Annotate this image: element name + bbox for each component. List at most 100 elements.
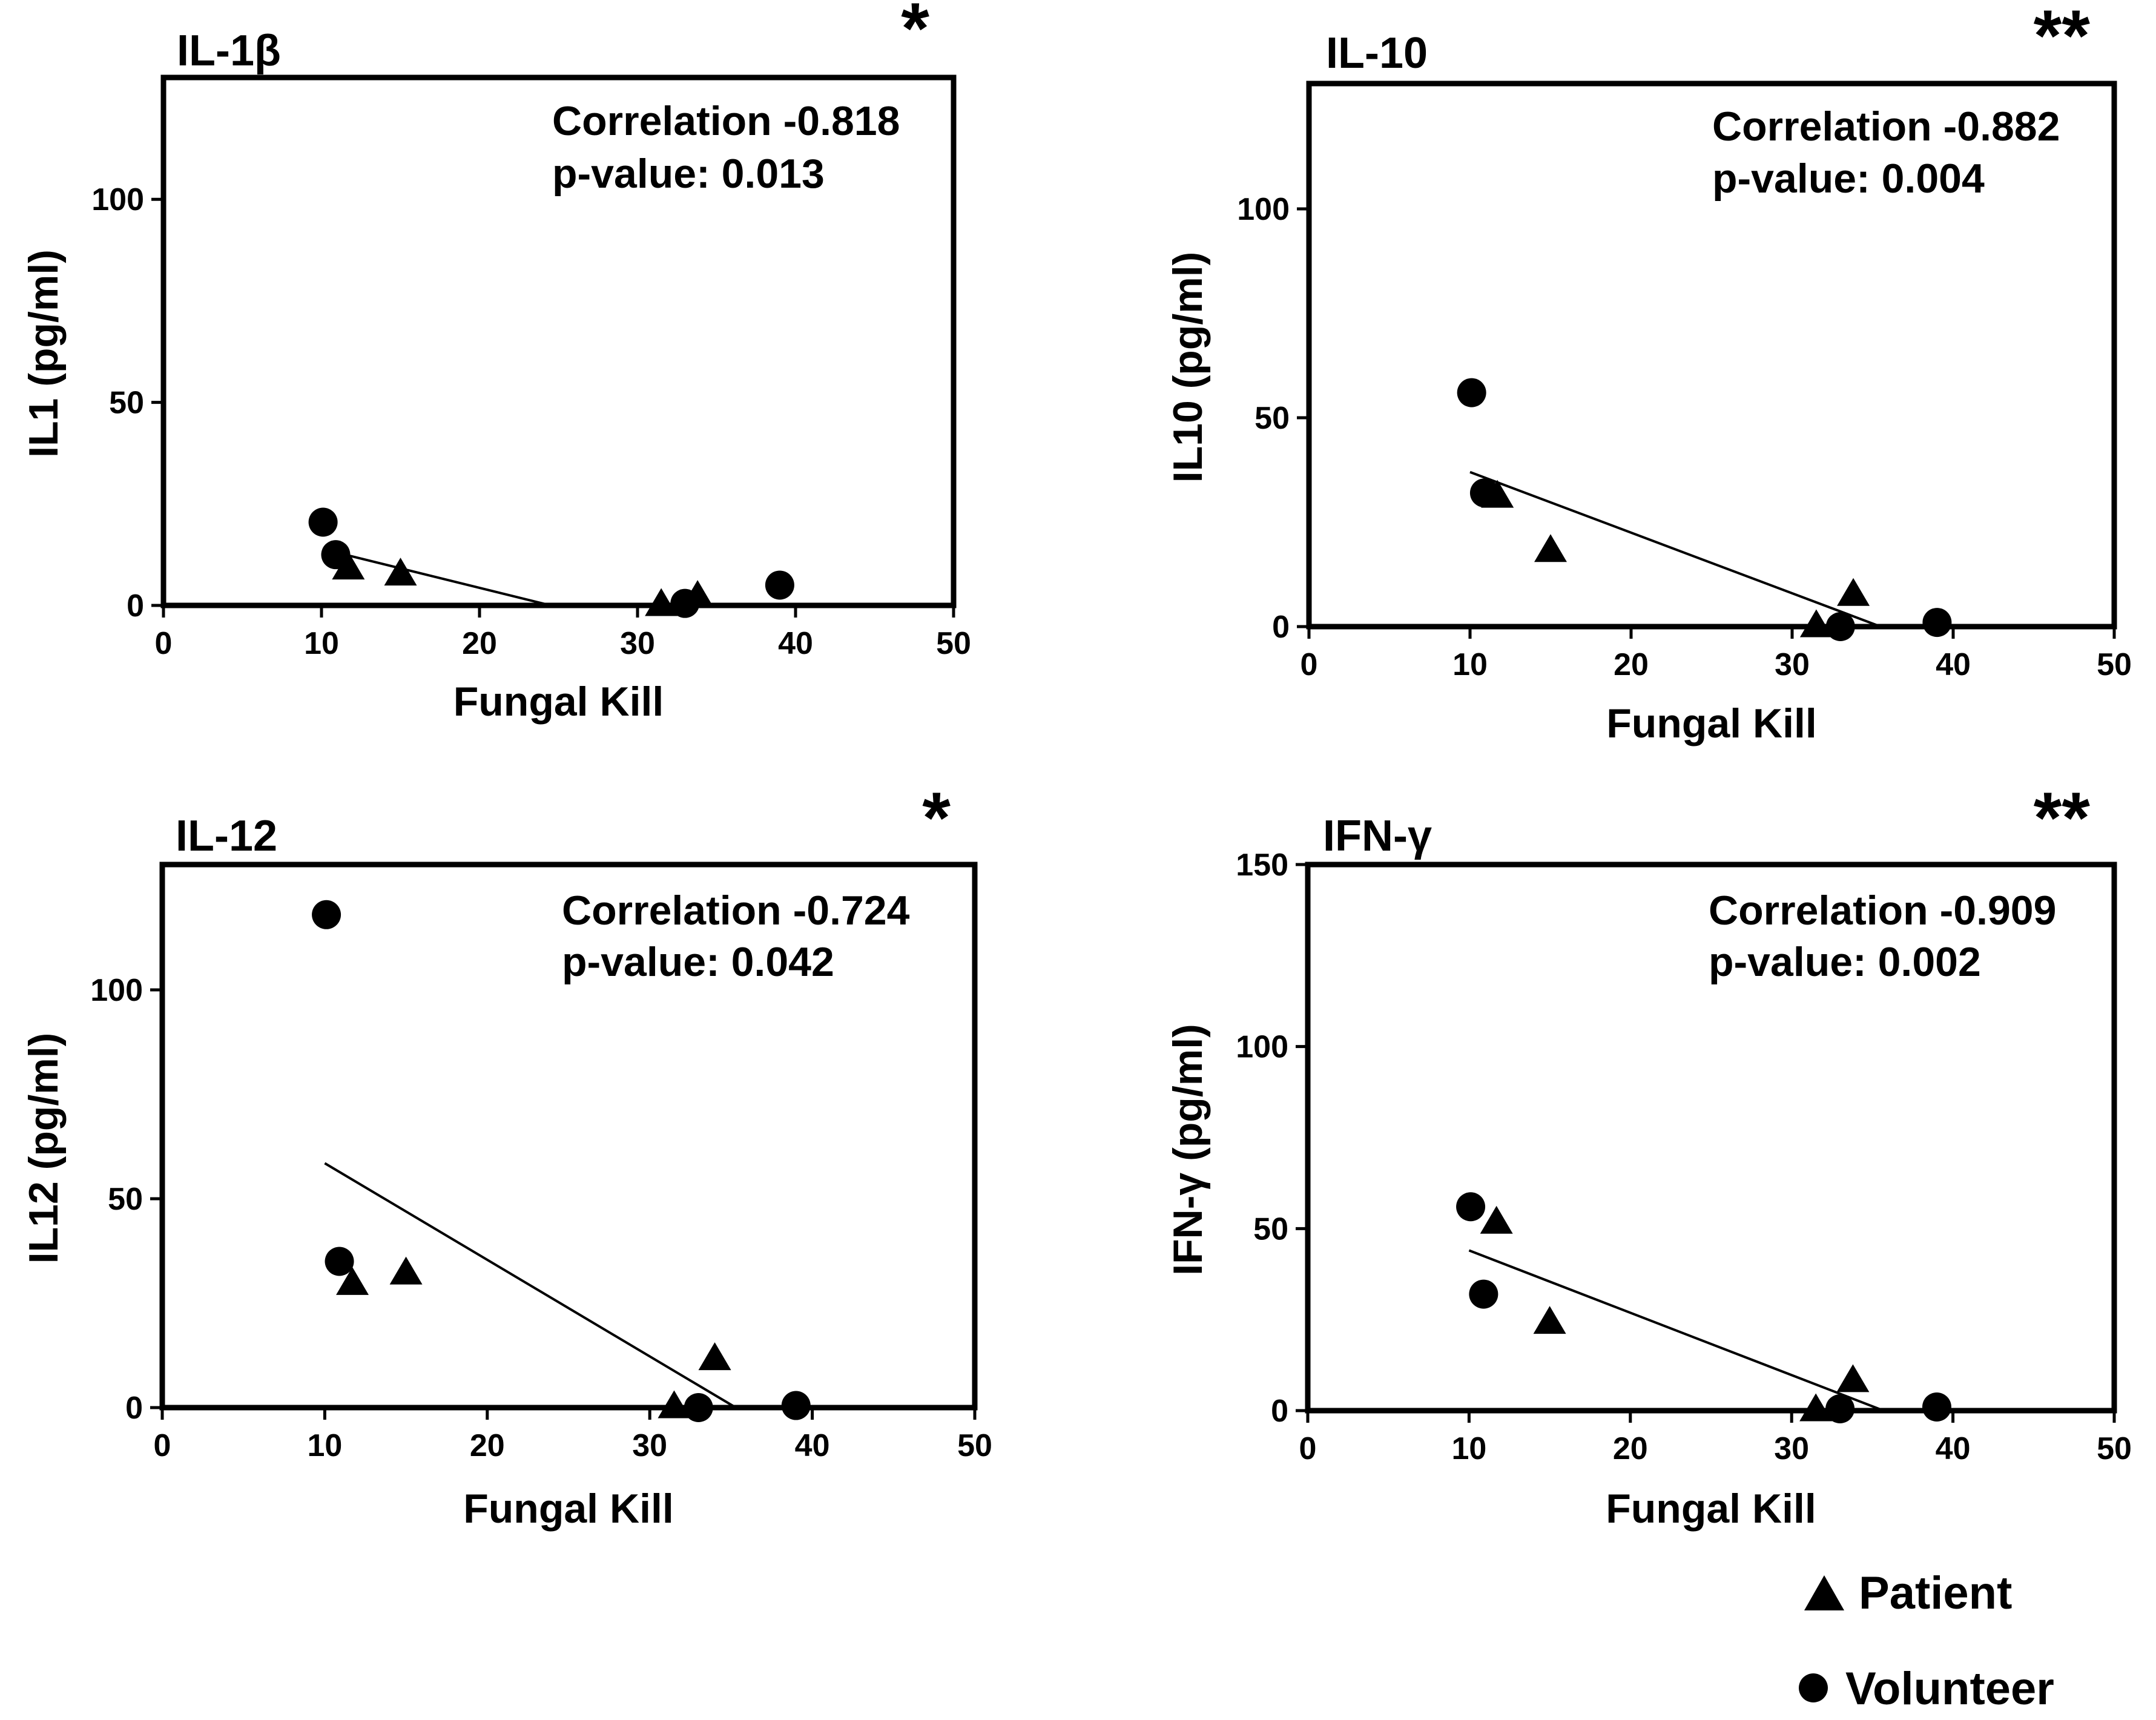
panel-il12: 0 10 20 30 40 50 0 50 100 Fungal Kill IL12 (pg/ml)…	[21, 777, 992, 1532]
chart1-x-tick-label-2: 20	[462, 626, 497, 661]
chart1-correlation-label: Correlation -0.818	[552, 98, 900, 144]
chart4-patient-point-1	[1533, 1306, 1566, 1334]
panel-il1b: 0 10 20 30 40 50 0 50 100 Fungal Kill IL1 (pg/ml) I…	[21, 0, 971, 725]
chart2-y-tick-label-0: 0	[1272, 610, 1290, 645]
chart4-x-tick-label-5: 50	[2097, 1431, 2132, 1466]
chart3-patient-point-3	[698, 1342, 731, 1371]
chart2-x-tick-label-4: 40	[1936, 647, 1971, 682]
chart3-patient-point-1	[389, 1256, 423, 1285]
chart3-significance-marker: *	[922, 777, 951, 858]
chart3-correlation-label: Correlation -0.724	[562, 888, 910, 934]
chart1-x-tick-label-0: 0	[155, 626, 173, 661]
chart1-y-tick-label-2: 100	[91, 182, 144, 217]
chart1-x-tick-label-5: 50	[936, 626, 971, 661]
chart3-plot-frame	[159, 862, 978, 1411]
chart3-volunteer-point-1	[325, 1247, 354, 1276]
chart3-x-tick-label-3: 30	[632, 1428, 667, 1463]
chart3-x-tick-label-4: 40	[795, 1428, 830, 1463]
chart4-volunteer-point-2	[1825, 1394, 1855, 1423]
chart1-patient-point-2	[645, 588, 678, 616]
legend-marker-patient	[1804, 1575, 1844, 1610]
legend-label-volunteer: Volunteer	[1845, 1663, 2054, 1715]
chart4-y-tick-label-1: 50	[1253, 1211, 1288, 1247]
chart3-x-axis-label: Fungal Kill	[463, 1486, 674, 1532]
chart2-x-axis-label: Fungal Kill	[1606, 700, 1817, 746]
chart2-y-tick-label-2: 100	[1237, 192, 1290, 227]
chart1-plot-frame	[160, 74, 957, 608]
chart3-x-tick-label-5: 50	[957, 1428, 992, 1463]
chart4-x-tick-label-0: 0	[1299, 1431, 1317, 1466]
chart4-regression-line	[1468, 1249, 1884, 1412]
legend-marker-volunteer	[1799, 1673, 1828, 1702]
chart3-volunteer-point-3	[781, 1391, 811, 1420]
chart3-y-tick-label-2: 100	[90, 973, 143, 1008]
chart4-correlation-label: Correlation -0.909	[1709, 888, 2056, 934]
chart3-volunteer-point-0	[312, 900, 341, 929]
chart2-x-tick-label-3: 30	[1775, 647, 1810, 682]
chart2-patient-point-2	[1799, 609, 1833, 638]
chart2-x-tick-label-2: 20	[1614, 647, 1649, 682]
chart3-y-tick-label-1: 50	[108, 1182, 143, 1217]
chart2-patient-point-3	[1837, 578, 1870, 606]
chart4-y-tick-label-0: 0	[1271, 1394, 1288, 1429]
chart1-pvalue-label: p-value: 0.013	[552, 151, 825, 197]
chart2-significance-marker: **	[2034, 0, 2091, 76]
chart4-y-axis-label: IFN-γ (pg/ml)	[1165, 1024, 1211, 1276]
legend: Patient Volunteer	[1799, 1567, 2054, 1715]
chart1-x-tick-label-1: 10	[304, 626, 339, 661]
chart2-volunteer-point-3	[1922, 608, 1952, 638]
chart4-y-tick-label-3: 150	[1236, 848, 1288, 883]
chart1-patient-point-0	[332, 552, 365, 580]
chart3-x-tick-label-0: 0	[154, 1428, 171, 1463]
chart3-pvalue-label: p-value: 0.042	[562, 939, 834, 985]
chart4-patient-point-0	[1480, 1205, 1513, 1234]
chart2-volunteer-point-1	[1469, 478, 1499, 508]
chart2-x-tick-label-1: 10	[1452, 647, 1488, 682]
chart3-title: IL-12	[176, 812, 277, 860]
chart3-patient-point-2	[658, 1390, 691, 1419]
panel-il10: 0 10 20 30 40 50 0 50 100 Fungal Kill IL10 (pg/ml)…	[1165, 0, 2132, 746]
chart1-significance-marker: *	[901, 0, 929, 69]
chart4-volunteer-point-3	[1922, 1392, 1951, 1422]
chart4-title: IFN-γ	[1323, 812, 1432, 860]
chart2-regression-line	[1469, 470, 1882, 628]
chart1-volunteer-point-0	[308, 507, 338, 537]
chart1-y-tick-label-0: 0	[127, 588, 144, 624]
chart2-x-tick-label-0: 0	[1301, 647, 1318, 682]
chart4-y-tick-label-2: 100	[1236, 1030, 1288, 1065]
chart4-patient-point-2	[1799, 1393, 1833, 1422]
chart4-x-tick-label-1: 10	[1451, 1431, 1486, 1466]
chart2-plot-frame	[1306, 81, 2117, 630]
chart2-y-tick-label-1: 50	[1254, 401, 1290, 436]
chart1-x-axis-label: Fungal Kill	[453, 679, 664, 725]
chart4-plot-frame	[1305, 862, 2117, 1414]
chart2-volunteer-point-2	[1825, 612, 1855, 641]
chart4-x-tick-label-3: 30	[1774, 1431, 1809, 1466]
chart4-x-tick-label-4: 40	[1936, 1431, 1971, 1466]
panel-ifng: 0 10 20 30 40 50 0 50 100 150 Fungal Kill IFN-γ (pg…	[1165, 777, 2132, 1532]
chart1-y-axis-label: IL1 (pg/ml)	[21, 249, 67, 458]
chart1-y-tick-label-1: 50	[109, 386, 144, 421]
chart3-y-tick-label-0: 0	[125, 1391, 143, 1426]
legend-label-patient: Patient	[1859, 1567, 2012, 1619]
chart1-regression-line	[344, 553, 551, 607]
chart2-pvalue-label: p-value: 0.004	[1712, 156, 1985, 202]
chart2-volunteer-point-0	[1457, 378, 1486, 407]
chart1-volunteer-point-2	[670, 588, 700, 618]
chart3-volunteer-point-2	[684, 1393, 713, 1422]
chart4-pvalue-label: p-value: 0.002	[1709, 939, 1981, 985]
chart3-x-tick-label-2: 20	[470, 1428, 505, 1463]
chart1-volunteer-point-1	[321, 540, 351, 570]
chart2-x-tick-label-5: 50	[2097, 647, 2132, 682]
chart1-volunteer-point-3	[765, 570, 794, 600]
chart3-x-tick-label-1: 10	[307, 1428, 342, 1463]
chart4-volunteer-point-0	[1456, 1192, 1486, 1222]
chart3-patient-point-0	[336, 1267, 369, 1295]
chart4-x-axis-label: Fungal Kill	[1606, 1486, 1816, 1532]
chart3-y-axis-label: IL12 (pg/ml)	[21, 1033, 67, 1264]
chart2-title: IL-10	[1326, 29, 1428, 77]
chart4-significance-marker: **	[2034, 777, 2091, 858]
chart2-correlation-label: Correlation -0.882	[1712, 104, 2060, 150]
chart1-x-tick-label-4: 40	[778, 626, 813, 661]
chart4-volunteer-point-1	[1469, 1279, 1498, 1309]
